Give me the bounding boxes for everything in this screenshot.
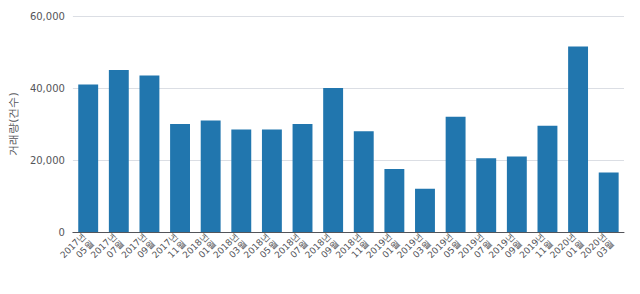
svg-text:2020년: 2020년 [578, 230, 609, 261]
svg-text:2018년: 2018년 [333, 230, 364, 261]
svg-text:0: 0 [59, 227, 65, 238]
svg-text:2018년: 2018년 [241, 230, 272, 261]
svg-text:2019년: 2019년 [456, 230, 486, 261]
svg-text:20,000: 20,000 [30, 155, 65, 166]
svg-text:2018년: 2018년 [180, 230, 211, 261]
svg-text:09월: 09월 [502, 238, 525, 260]
svg-text:2018년: 2018년 [272, 230, 303, 261]
svg-text:03월: 03월 [410, 238, 433, 260]
svg-text:03월: 03월 [595, 238, 617, 260]
svg-text:2017년: 2017년 [58, 230, 88, 261]
svg-text:2018년: 2018년 [211, 230, 241, 261]
svg-text:2017년: 2017년 [150, 230, 180, 261]
svg-text:03월: 03월 [227, 238, 249, 260]
svg-text:11월: 11월 [349, 238, 372, 260]
svg-text:2018년: 2018년 [303, 230, 333, 261]
svg-text:2019년: 2019년 [395, 230, 425, 261]
svg-text:2019년: 2019년 [425, 230, 456, 261]
svg-text:01월: 01월 [564, 238, 586, 260]
svg-text:2020년: 2020년 [548, 230, 578, 261]
svg-text:11월: 11월 [166, 238, 188, 260]
svg-text:11월: 11월 [533, 238, 555, 260]
svg-text:09월: 09월 [135, 238, 157, 260]
svg-text:거래량(건수): 거래량(건수) [7, 92, 20, 156]
svg-text:2017년: 2017년 [88, 230, 119, 261]
svg-text:07월: 07월 [288, 238, 310, 260]
svg-text:05월: 05월 [441, 238, 463, 260]
svg-text:01월: 01월 [196, 238, 219, 260]
svg-text:60,000: 60,000 [30, 11, 65, 22]
svg-text:09월: 09월 [319, 238, 341, 260]
svg-text:2019년: 2019년 [517, 230, 548, 261]
svg-text:05월: 05월 [74, 238, 96, 260]
svg-text:40,000: 40,000 [30, 83, 65, 94]
svg-text:07월: 07월 [472, 238, 494, 260]
svg-text:05월: 05월 [257, 238, 280, 260]
svg-text:2017년: 2017년 [119, 230, 150, 261]
svg-text:01월: 01월 [380, 238, 402, 260]
svg-text:2019년: 2019년 [364, 230, 394, 261]
svg-text:07월: 07월 [104, 238, 127, 260]
svg-text:2019년: 2019년 [486, 230, 517, 261]
